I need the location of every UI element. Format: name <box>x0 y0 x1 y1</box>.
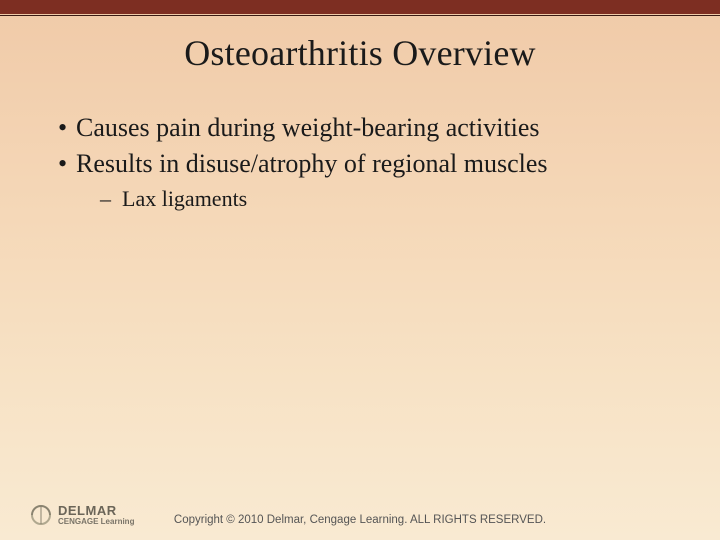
bullet-item: • Results in disuse/atrophy of regional … <box>58 148 680 180</box>
slide: Osteoarthritis Overview • Causes pain du… <box>0 0 720 540</box>
bullet-text: Causes pain during weight-bearing activi… <box>76 112 680 144</box>
bullet-marker: • <box>58 148 76 180</box>
bullet-item: • Causes pain during weight-bearing acti… <box>58 112 680 144</box>
bullet-marker: • <box>58 112 76 144</box>
content-area: • Causes pain during weight-bearing acti… <box>0 112 720 213</box>
bullet-text: Results in disuse/atrophy of regional mu… <box>76 148 680 180</box>
slide-title: Osteoarthritis Overview <box>0 32 720 74</box>
copyright-text: Copyright © 2010 Delmar, Cengage Learnin… <box>174 514 546 526</box>
sub-bullet-text: Lax ligaments <box>122 185 680 213</box>
sub-bullet-marker: – <box>100 185 122 213</box>
footer: Copyright © 2010 Delmar, Cengage Learnin… <box>0 510 720 528</box>
top-accent-bar <box>0 0 720 14</box>
sub-bullet-item: – Lax ligaments <box>100 185 680 213</box>
top-accent-line <box>0 15 720 16</box>
